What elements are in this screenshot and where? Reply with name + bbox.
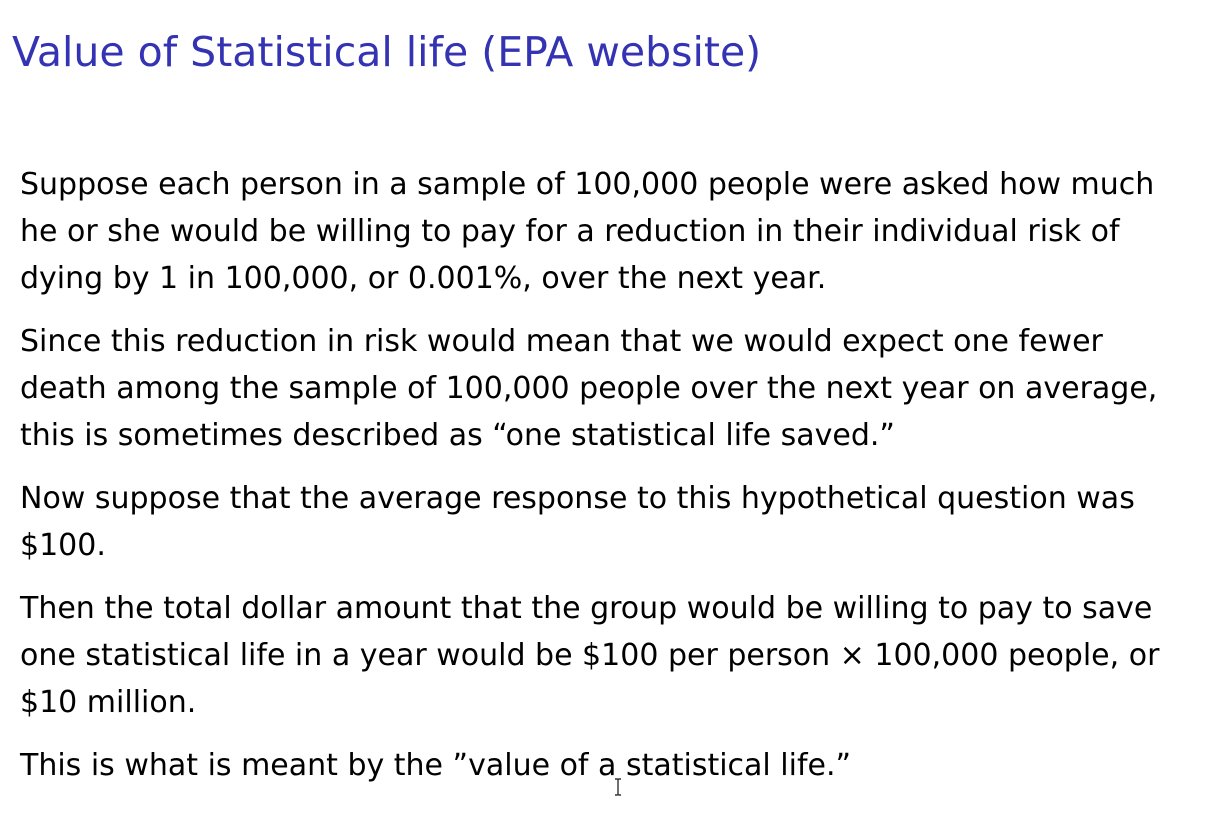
paragraph-total-amount: Then the total dollar amount that the gr… bbox=[20, 591, 1160, 720]
paragraph-sample-question: Suppose each person in a sample of 100,0… bbox=[20, 167, 1155, 296]
slide-body: Suppose each person in a sample of 100,0… bbox=[20, 161, 1195, 789]
text-cursor-icon bbox=[615, 778, 621, 796]
slide-title: Value of Statistical life (EPA website) bbox=[12, 28, 762, 76]
paragraph-statistical-life-saved: Since this reduction in risk would mean … bbox=[20, 324, 1158, 453]
paragraph-average-response: Now suppose that the average response to… bbox=[20, 481, 1135, 563]
paragraph-conclusion: This is what is meant by the ”value of a… bbox=[20, 748, 852, 783]
